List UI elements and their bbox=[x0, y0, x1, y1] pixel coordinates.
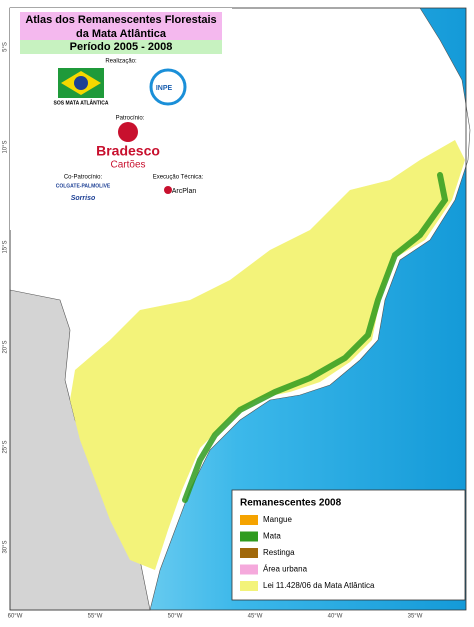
label: Co-Patrocínio: bbox=[64, 175, 103, 181]
longitude-label: 40°W bbox=[328, 614, 343, 620]
legend-label: Restinga bbox=[263, 548, 295, 557]
latitude-label: 30°S bbox=[3, 540, 9, 553]
longitude-label: 60°W bbox=[8, 614, 23, 620]
bradesco: Bradesco bbox=[96, 143, 160, 159]
map-frame bbox=[9, 7, 467, 611]
legend-label: Lei 11.428/06 da Mata Atlântica bbox=[263, 581, 375, 590]
latitude-label: 5°S bbox=[3, 42, 9, 52]
arcplan-logo bbox=[164, 186, 172, 194]
sos-name: SOS MATA ATLÂNTICA bbox=[54, 99, 109, 106]
latitude-label: 20°S bbox=[3, 340, 9, 353]
legend-label: Área urbana bbox=[263, 565, 308, 574]
sos-logo bbox=[74, 76, 88, 90]
legend bbox=[231, 489, 466, 601]
title-box bbox=[20, 12, 222, 42]
latitude-label: 25°S bbox=[3, 440, 9, 453]
legend-swatch bbox=[240, 548, 258, 558]
label: Execução Técnica: bbox=[153, 175, 204, 181]
legend-swatch bbox=[240, 515, 258, 525]
legend-swatch bbox=[240, 531, 258, 542]
longitude-label: 50°W bbox=[168, 614, 183, 620]
atlantic-forest-law-area bbox=[70, 140, 465, 570]
inpe-name: INPE bbox=[156, 85, 173, 92]
legend-title: Remanescentes 2008 bbox=[240, 498, 342, 509]
cartoes: Cartões bbox=[110, 160, 145, 171]
arcplan: ArcPlan bbox=[172, 188, 197, 195]
period: Período 2005 - 2008 bbox=[70, 41, 173, 53]
bradesco-logo bbox=[118, 122, 138, 142]
title-line: da Mata Atlântica bbox=[76, 28, 167, 40]
inpe-logo bbox=[149, 68, 187, 106]
legend-swatch bbox=[240, 564, 258, 575]
label: Patrocínio: bbox=[116, 116, 145, 122]
colgate: COLGATE-PALMOLIVE bbox=[56, 183, 111, 189]
legend-label: Mangue bbox=[263, 515, 292, 524]
label: Realização: bbox=[105, 59, 137, 65]
period-box bbox=[20, 40, 222, 54]
latitude-label: 15°S bbox=[3, 240, 9, 253]
sorriso: Sorriso bbox=[71, 195, 96, 202]
longitude-label: 55°W bbox=[88, 614, 103, 620]
longitude-label: 35°W bbox=[408, 614, 423, 620]
longitude-label: 45°W bbox=[248, 614, 263, 620]
latitude-label: 10°S bbox=[3, 140, 9, 153]
legend-swatch bbox=[240, 581, 258, 591]
legend-label: Mata bbox=[263, 532, 281, 541]
forest-remnants bbox=[182, 172, 449, 503]
title-line: Atlas dos Remanescentes Florestais bbox=[25, 14, 216, 26]
